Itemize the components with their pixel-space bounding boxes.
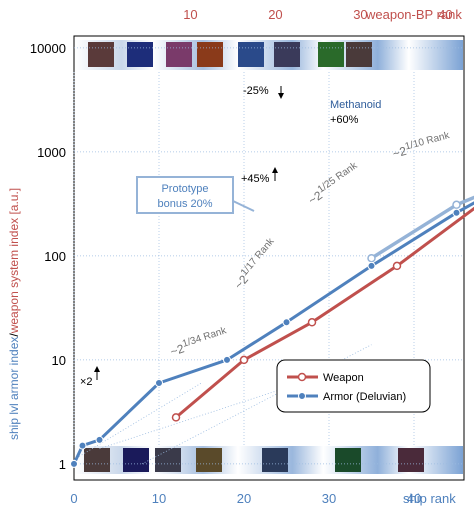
prototype-callout-line2: bonus 20%: [157, 198, 212, 210]
y-axis-label-sep: /: [7, 333, 21, 337]
data-point-armor-deluvian: [78, 441, 87, 450]
annotation-plus60: +60%: [330, 114, 359, 126]
y-tick-label: 100: [44, 249, 66, 264]
data-point-weapon: [171, 413, 181, 422]
data-point-prototype: [367, 253, 376, 263]
x-tick-label-top: 30: [353, 7, 367, 22]
legend-marker-weapon: [297, 372, 307, 382]
x-axis-bottom-label: ship rank: [403, 491, 456, 506]
trend-line: [73, 382, 202, 460]
series-line-prototype: [370, 195, 474, 260]
x-tick-label-top: 10: [183, 7, 197, 22]
ship-icons-strip: [75, 446, 463, 474]
legend-label-weapon: Weapon: [323, 372, 364, 384]
prototype-callout-line1: Prototype: [161, 183, 208, 195]
rank-fit-label-4: ~21/10 Rank: [391, 130, 453, 161]
series-group: [70, 195, 474, 468]
trend-lines: [73, 344, 372, 465]
data-point-armor-deluvian: [282, 318, 291, 327]
legend-box: [276, 359, 431, 413]
legend: Weapon Armor (Deluvian): [276, 359, 431, 413]
x-axis-top-label: weapon-BP rank: [365, 7, 462, 22]
y-axis-label-weapon: weapon system index [a.u.]: [7, 188, 21, 334]
annotation-minus25: -25%: [243, 85, 269, 97]
trend-line: [141, 344, 372, 465]
y-tick-label: 10000: [30, 41, 66, 56]
legend-label-armor: Armor (Deluvian): [323, 391, 406, 403]
y-tick-label: 10: [52, 353, 66, 368]
x-tick-label-bottom: 30: [322, 491, 336, 506]
annotation-x2: ×2: [80, 376, 93, 388]
x-tick-label-bottom: 40: [407, 491, 421, 506]
rank-fit-label-2: ~21/17 Rank: [230, 235, 281, 291]
data-point-weapon: [392, 261, 402, 271]
prototype-callout-pointer: [232, 200, 255, 212]
rank-fit-label-3: ~21/25 Rank: [305, 160, 364, 208]
prototype-callout-box: [136, 176, 234, 214]
x-tick-label-top: 40: [438, 7, 452, 22]
annotations: ×2 +45% -25% Methanoid +60% Prototype bo…: [80, 85, 453, 388]
legend-marker-armor: [298, 392, 306, 400]
y-axis-label: ship lvl armor index/weapon system index…: [7, 188, 21, 440]
data-point-armor-deluvian: [155, 379, 163, 387]
x-tick-label-bottom: 10: [152, 491, 166, 506]
data-point-armor-deluvian: [452, 208, 461, 217]
series-line-weapon: [175, 206, 474, 419]
x-tick-label-bottom: 20: [237, 491, 251, 506]
rank-fit-label-1: ~21/34 Rank: [168, 325, 230, 359]
y-axis-label-armor: ship lvl armor index: [7, 337, 21, 440]
axes: 0102030405060701020304050601101001000100…: [30, 7, 453, 506]
x-tick-label-top: 20: [268, 7, 282, 22]
annotation-plus45: +45%: [241, 173, 270, 185]
y-tick-label: 1000: [37, 145, 66, 160]
annotation-methanoid: Methanoid: [330, 99, 381, 111]
data-point-weapon: [239, 355, 249, 365]
x-tick-label-bottom: 0: [70, 491, 77, 506]
data-point-armor-deluvian: [70, 459, 78, 468]
weapon-blueprint-icons-strip: [75, 40, 463, 70]
data-point-prototype: [452, 200, 461, 210]
data-point-armor-deluvian: [223, 355, 231, 364]
data-point-armor-deluvian: [95, 435, 104, 444]
y-tick-label: 1: [59, 457, 66, 472]
data-point-armor-deluvian: [367, 261, 376, 270]
data-point-weapon: [307, 318, 317, 327]
